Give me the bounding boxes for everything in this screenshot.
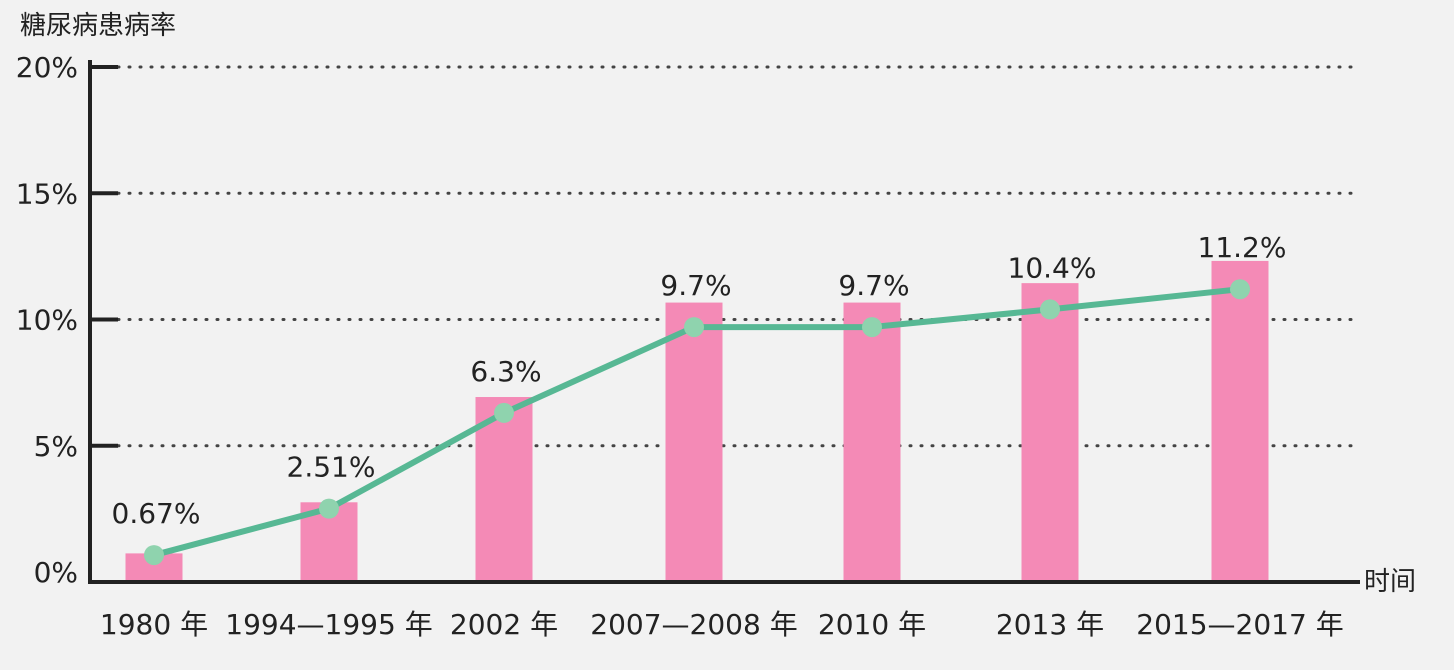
data-label: 2.51% (287, 451, 376, 484)
data-label: 10.4% (1008, 251, 1097, 284)
bar (1211, 260, 1269, 580)
line-point (319, 498, 339, 519)
x-category-label: 2002 年 (450, 608, 558, 641)
x-axis-categories: 1980 年 1994—1995 年 2002 年 2007—2008 年 2010 年… (100, 608, 1344, 641)
data-label: 9.7% (838, 269, 909, 302)
line-point (1040, 299, 1060, 320)
bar (1021, 283, 1079, 580)
data-label: 9.7% (660, 269, 731, 302)
bar (665, 302, 723, 580)
line-point (1230, 279, 1250, 300)
y-tick-label: 10% (16, 304, 78, 337)
x-category-label: 2007—2008 年 (590, 608, 797, 641)
x-category-label: 1994—1995 年 (225, 608, 432, 641)
bar (475, 397, 533, 580)
y-axis-label: 糖尿病患病率 (20, 11, 176, 41)
data-label: 0.67% (112, 497, 201, 530)
y-tick-label: 5% (34, 430, 78, 463)
x-axis-label: 时间 (1364, 567, 1416, 597)
data-labels: 0.67% 2.51% 6.3% 9.7% 9.7% 10.4% 11.2% (112, 231, 1287, 530)
y-axis-ticks: 0% 5% 10% 15% 20% (16, 51, 118, 589)
bar (843, 302, 901, 580)
line-point (144, 545, 164, 566)
x-category-label: 2015—2017 年 (1136, 608, 1343, 641)
line-point (494, 402, 514, 423)
line-point (684, 317, 704, 338)
x-category-label: 1980 年 (100, 608, 208, 641)
y-tick-label: 15% (16, 177, 78, 210)
y-tick-label: 20% (16, 51, 78, 84)
x-category-label: 2010 年 (818, 608, 926, 641)
gridlines (116, 65, 1354, 448)
trend-markers (144, 279, 1250, 566)
line-point (862, 317, 882, 338)
data-label: 6.3% (470, 355, 541, 388)
x-category-label: 2013 年 (996, 608, 1104, 641)
y-tick-label: 0% (34, 556, 78, 589)
data-label: 11.2% (1198, 231, 1287, 264)
bars (125, 260, 1269, 580)
